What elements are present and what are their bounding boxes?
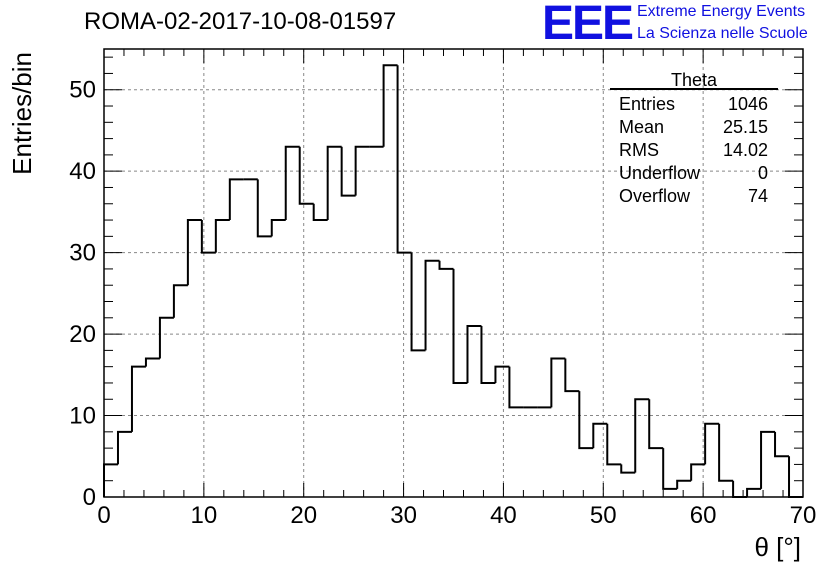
histogram-bin [718,423,734,482]
histogram-bin [116,430,132,465]
x-tick-label: 40 [490,502,517,529]
histogram-bin [592,422,608,449]
histogram-bin [284,145,300,221]
y-tick-label: 20 [69,321,96,348]
stats-row-label: RMS [619,140,659,160]
histogram-bin [634,398,650,473]
x-tick-label: 60 [690,502,717,529]
histogram-bin [494,365,510,383]
stats-name: Theta [671,70,718,90]
y-tick-label: 0 [83,484,96,511]
x-tick-label: 30 [390,502,417,529]
histogram-bin [746,487,762,497]
histogram-bin [410,252,426,352]
histogram-bin [326,145,342,221]
stats-row-value: 14.02 [723,140,768,160]
histogram-bin [774,431,790,458]
y-tick-label: 10 [69,403,96,430]
stats-row-value: 1046 [728,94,768,114]
histogram-bin [760,430,776,489]
histogram-bin [648,399,664,450]
stats-row-label: Mean [619,117,664,137]
histogram-bin [550,357,566,408]
x-tick-label: 10 [191,502,218,529]
x-tick-label: 70 [790,502,817,529]
x-tick-label: 20 [290,502,317,529]
chart-title: ROMA-02-2017-10-08-01597 [84,8,397,35]
histogram-bin [466,324,482,383]
stats-row-label: Underflow [619,163,701,183]
histogram-bin [382,64,398,147]
y-tick-label: 50 [69,77,96,104]
stats-row-label: Overflow [619,186,691,206]
stats-row-value: 25.15 [723,117,768,137]
histogram-bin [662,448,678,490]
histogram-bin [606,423,622,466]
histogram-bin [340,146,356,197]
logo-line-2: La Scienza nelle Scuole [637,25,808,42]
histogram-bin [130,365,146,432]
histogram-bin [480,325,496,384]
histogram-bin [452,268,468,384]
histogram-bin [690,463,706,481]
grid-lines [104,49,803,497]
histogram-bin [354,145,370,196]
histogram-bin [788,456,803,498]
stats-row-value: 0 [758,163,768,183]
x-tick-label: 50 [590,502,617,529]
eee-logo: EEE [542,0,634,50]
axis-ticks [103,49,804,498]
histogram-bin [298,146,314,205]
histogram-bin [144,357,160,367]
histogram-bin [228,178,244,221]
x-tick-labels: 0 10 20 30 40 50 60 70 [97,502,816,529]
histogram-bars [103,64,803,498]
histogram-bin [312,203,328,222]
stats-box: Theta Entries 1046 Mean 25.15 RMS 14.02 Underf… [610,70,778,206]
histogram-bin [732,480,748,498]
logo-line-1: Extreme Energy Events [637,3,806,20]
stats-row-label: Entries [619,94,675,114]
y-tick-label: 30 [69,240,96,267]
histogram-bin [158,316,174,359]
histogram-bin [270,219,286,237]
histogram-bin [578,391,594,450]
y-tick-label: 40 [69,158,96,185]
x-axis-label: θ [°] [754,532,801,562]
histogram-bin [676,479,692,489]
histogram-bin [396,65,412,254]
plot-frame [103,48,804,498]
y-axis-label: Entries/bin [7,52,37,175]
histogram-bin [704,422,720,465]
histogram-bin [508,366,524,409]
histogram-bin [214,219,230,253]
histogram-bin [424,259,440,351]
histogram-bin [256,179,272,238]
histogram-bin [564,358,580,393]
histogram-bin [438,260,454,270]
stats-row-value: 74 [748,186,768,206]
y-tick-labels: 0 10 20 30 40 50 [69,77,96,511]
x-tick-label: 0 [97,502,110,529]
histogram-bin [200,220,216,254]
histogram-bin [172,284,188,318]
histogram-bin [620,464,636,474]
histogram-bin [186,219,202,286]
